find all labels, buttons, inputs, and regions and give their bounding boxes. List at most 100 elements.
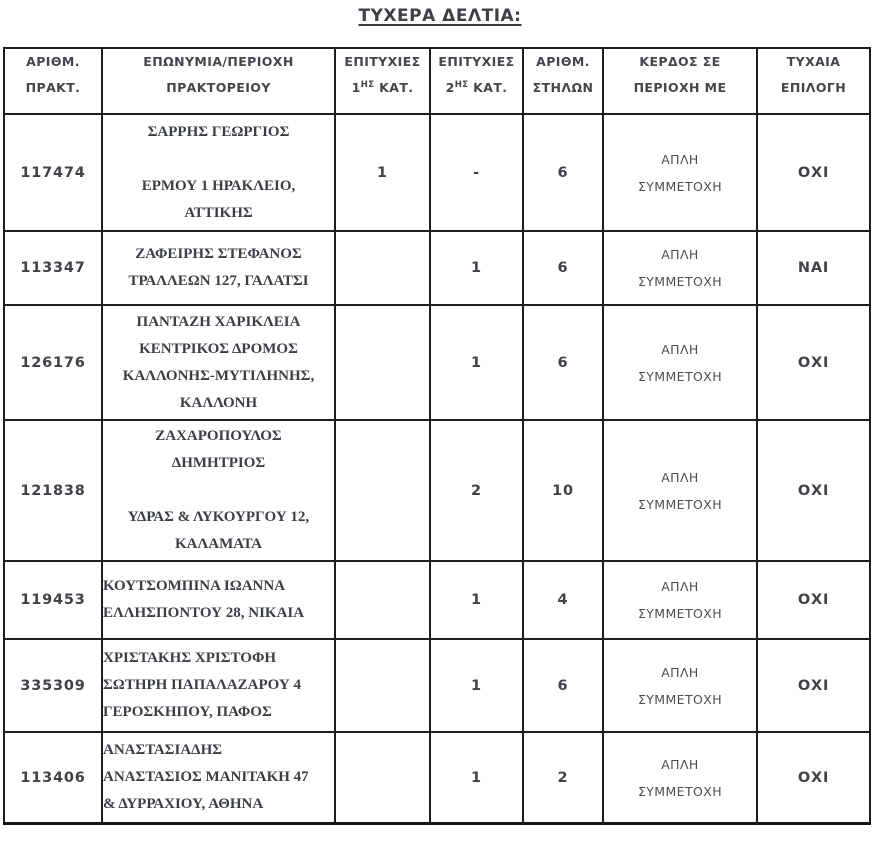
- ordinal-superscript: ΗΣ: [454, 79, 469, 90]
- header-line: ΑΡΙΘΜ.: [536, 54, 590, 69]
- profit-line: ΣΥΜΜΕΤΟΧΗ: [637, 178, 723, 194]
- agency-name-line: & ΔΥΡΡΑΧΙΟΥ, ΑΘΗΝΑ: [103, 796, 264, 812]
- agency-name-line: ΚΕΝΤΡΙΚΟΣ ΔΡΟΜΟΣ: [139, 340, 298, 357]
- table-row: 113406 ΑΝΑΣΤΑΣΙΑΔΗΣ ΑΝΑΣΤΑΣΙΟΣ ΜΑΝΙΤΑΚΗ 47…: [3, 731, 871, 825]
- wins-cat1-cell: [334, 419, 431, 562]
- agency-number-cell: 113347: [3, 230, 103, 306]
- agency-name-cell: ΖΑΦΕΙΡΗΣ ΣΤΕΦΑΝΟΣ ΤΡΑΛΛΕΩΝ 127, ΓΑΛΑΤΣΙ: [101, 230, 336, 306]
- agency-number-cell: 117474: [3, 113, 103, 232]
- agency-number-cell: 113406: [3, 731, 103, 825]
- agency-name-line: [104, 477, 333, 504]
- agency-name-line: ΑΝΑΣΤΑΣΙΑΔΗΣ: [103, 742, 223, 758]
- wins-cat2-cell: 1: [429, 304, 524, 421]
- random-selection-cell: ΟΧΙ: [756, 731, 871, 825]
- profit-line: ΣΥΜΜΕΤΟΧΗ: [637, 783, 723, 799]
- table-row: 335309 ΧΡΙΣΤΑΚΗΣ ΧΡΙΣΤΟΦΗ ΣΩΤΗΡΗ ΠΑΠΑΛΑΖΑΡ…: [3, 638, 871, 733]
- profit-area-cell: ΑΠΛΗ ΣΥΜΜΕΤΟΧΗ: [602, 560, 758, 640]
- header-cell-wins-cat2: ΕΠΙΤΥΧΙΕΣ 2ΗΣ ΚΑΤ.: [429, 47, 524, 115]
- wins-cat1-cell: [334, 304, 431, 421]
- agency-name-line: ΧΡΙΣΤΑΚΗΣ ΧΡΙΣΤΟΦΗ: [103, 650, 277, 666]
- profit-area-cell: ΑΠΛΗ ΣΥΜΜΕΤΟΧΗ: [602, 230, 758, 306]
- wins-cat1-cell: [334, 560, 431, 640]
- wins-cat1-cell: 1: [334, 113, 431, 232]
- header-line: ΕΠΩΝΥΜΙΑ/ΠΕΡΙΟΧΗ: [143, 54, 294, 69]
- agency-number-cell: 121838: [3, 419, 103, 562]
- columns-count-cell: 6: [522, 304, 604, 421]
- wins-cat2-cell: 1: [429, 560, 524, 640]
- profit-line: ΑΠΛΗ: [661, 664, 699, 680]
- lucky-tickets-table: ΑΡΙΘΜ. ΠΡΑΚΤ. ΕΠΩΝΥΜΙΑ/ΠΕΡΙΟΧΗ ΠΡΑΚΤΟΡΕΙΟΥ Ε…: [3, 47, 871, 825]
- profit-line: ΑΠΛΗ: [661, 247, 699, 262]
- wins-cat2-cell: 1: [429, 638, 524, 733]
- table-body: 117474 ΣΑΡΡΗΣ ΓΕΩΡΓΙΟΣ ΕΡΜΟΥ 1 ΗΡΑΚΛΕΙΟ, Α…: [3, 113, 871, 825]
- agency-name-cell: ΠΑΝΤΑΖΗ ΧΑΡΙΚΛΕΙΑ ΚΕΝΤΡΙΚΟΣ ΔΡΟΜΟΣ ΚΑΛΛΟΝΗ…: [101, 304, 336, 421]
- wins-cat1-cell: [334, 638, 431, 733]
- agency-name-cell: ΧΡΙΣΤΑΚΗΣ ΧΡΙΣΤΟΦΗ ΣΩΤΗΡΗ ΠΑΠΑΛΑΖΑΡΟΥ 4 ΓΕ…: [101, 638, 336, 733]
- random-selection-cell: ΟΧΙ: [756, 638, 871, 733]
- wins-cat1-cell: [334, 731, 431, 825]
- agency-name-line: ΓΕΡΟΣΚΗΠΟΥ, ΠΑΦΟΣ: [103, 704, 272, 720]
- profit-line: ΑΠΛΗ: [661, 579, 699, 594]
- header-cell-wins-cat1: ΕΠΙΤΥΧΙΕΣ 1ΗΣ ΚΑΤ.: [334, 47, 431, 115]
- random-selection-cell: ΟΧΙ: [756, 560, 871, 640]
- random-selection-cell: ΟΧΙ: [756, 304, 871, 421]
- wins-cat1-cell: [334, 230, 431, 306]
- profit-line: ΣΥΜΜΕΤΟΧΗ: [637, 496, 723, 512]
- profit-area-cell: ΑΠΛΗ ΣΥΜΜΕΤΟΧΗ: [602, 419, 758, 562]
- header-line: ΕΠΙΛΟΓΗ: [780, 80, 847, 95]
- wins-cat2-cell: -: [429, 113, 524, 232]
- profit-area-cell: ΑΠΛΗ ΣΥΜΜΕΤΟΧΗ: [602, 304, 758, 421]
- agency-name-cell: ΖΑΧΑΡΟΠΟΥΛΟΣ ΔΗΜΗΤΡΙΟΣ ΥΔΡΑΣ & ΛΥΚΟΥΡΓΟΥ …: [101, 419, 336, 562]
- agency-name-line: ΖΑΦΕΙΡΗΣ ΣΤΕΦΑΝΟΣ: [135, 246, 302, 262]
- agency-name-line: ΠΑΝΤΑΖΗ ΧΑΡΙΚΛΕΙΑ: [136, 313, 301, 330]
- agency-name-line: ΣΑΡΡΗΣ ΓΕΩΡΓΙΟΣ: [147, 123, 290, 140]
- header-line: ΕΠΙΤΥΧΙΕΣ: [344, 54, 421, 69]
- profit-line: ΣΥΜΜΕΤΟΧΗ: [637, 691, 723, 707]
- agency-name-line: ΕΛΛΗΣΠΟΝΤΟΥ 28, ΝΙΚΑΙΑ: [103, 605, 305, 621]
- agency-name-cell: ΚΟΥΤΣΟΜΠΙΝΑ ΙΩΑΝΝΑ ΕΛΛΗΣΠΟΝΤΟΥ 28, ΝΙΚΑΙΑ: [101, 560, 336, 640]
- agency-name-line: ΣΩΤΗΡΗ ΠΑΠΑΛΑΖΑΡΟΥ 4: [103, 677, 302, 693]
- wins-cat2-cell: 1: [429, 731, 524, 825]
- header-cell-random-selection: ΤΥΧΑΙΑ ΕΠΙΛΟΓΗ: [756, 47, 871, 115]
- profit-area-cell: ΑΠΛΗ ΣΥΜΜΕΤΟΧΗ: [602, 731, 758, 825]
- agency-number-cell: 119453: [3, 560, 103, 640]
- agency-number-cell: 126176: [3, 304, 103, 421]
- profit-line: ΑΠΛΗ: [661, 341, 699, 357]
- agency-name-cell: ΑΝΑΣΤΑΣΙΑΔΗΣ ΑΝΑΣΤΑΣΙΟΣ ΜΑΝΙΤΑΚΗ 47 & ΔΥΡΡ…: [101, 731, 336, 825]
- profit-line: ΑΠΛΗ: [661, 469, 699, 485]
- agency-name-line: ΤΡΑΛΛΕΩΝ 127, ΓΑΛΑΤΣΙ: [128, 273, 309, 289]
- profit-line: ΑΠΛΗ: [661, 151, 699, 167]
- header-line: ΠΡΑΚΤ.: [25, 80, 81, 95]
- agency-name-line: ΑΤΤΙΚΗΣ: [184, 204, 253, 221]
- profit-line: ΑΠΛΗ: [661, 756, 699, 772]
- columns-count-cell: 4: [522, 560, 604, 640]
- random-selection-cell: ΝΑΙ: [756, 230, 871, 306]
- agency-name-line: ΑΝΑΣΤΑΣΙΟΣ ΜΑΝΙΤΑΚΗ 47: [103, 769, 309, 785]
- header-cell-columns-count: ΑΡΙΘΜ. ΣΤΗΛΩΝ: [522, 47, 604, 115]
- header-line: ΣΤΗΛΩΝ: [532, 80, 594, 95]
- random-selection-cell: ΟΧΙ: [756, 419, 871, 562]
- columns-count-cell: 2: [522, 731, 604, 825]
- agency-name-line: [104, 146, 333, 173]
- header-line: ΤΥΧΑΙΑ: [786, 54, 841, 69]
- table-row: 121838 ΖΑΧΑΡΟΠΟΥΛΟΣ ΔΗΜΗΤΡΙΟΣ ΥΔΡΑΣ & ΛΥΚΟ…: [3, 419, 871, 562]
- header-line: ΠΡΑΚΤΟΡΕΙΟΥ: [166, 80, 271, 95]
- ordinal-superscript: ΗΣ: [360, 79, 375, 90]
- profit-area-cell: ΑΠΛΗ ΣΥΜΜΕΤΟΧΗ: [602, 113, 758, 232]
- table-header-row: ΑΡΙΘΜ. ΠΡΑΚΤ. ΕΠΩΝΥΜΙΑ/ΠΕΡΙΟΧΗ ΠΡΑΚΤΟΡΕΙΟΥ Ε…: [3, 47, 871, 115]
- wins-cat2-cell: 1: [429, 230, 524, 306]
- header-line: 2ΗΣ ΚΑΤ.: [445, 79, 508, 95]
- agency-name-line: ΚΑΛΛΟΝΗΣ-ΜΥΤΙΛΗΝΗΣ,: [122, 367, 315, 384]
- agency-name-line: ΔΗΜΗΤΡΙΟΣ: [171, 455, 266, 471]
- profit-area-cell: ΑΠΛΗ ΣΥΜΜΕΤΟΧΗ: [602, 638, 758, 733]
- table-row: 119453 ΚΟΥΤΣΟΜΠΙΝΑ ΙΩΑΝΝΑ ΕΛΛΗΣΠΟΝΤΟΥ 28, …: [3, 560, 871, 640]
- header-cell-agency-name: ΕΠΩΝΥΜΙΑ/ΠΕΡΙΟΧΗ ΠΡΑΚΤΟΡΕΙΟΥ: [101, 47, 336, 115]
- columns-count-cell: 6: [522, 113, 604, 232]
- agency-name-line: ΚΑΛΑΜΑΤΑ: [175, 536, 262, 552]
- header-line: ΚΕΡΔΟΣ ΣΕ: [639, 54, 721, 69]
- agency-name-cell: ΣΑΡΡΗΣ ΓΕΩΡΓΙΟΣ ΕΡΜΟΥ 1 ΗΡΑΚΛΕΙΟ, ΑΤΤΙΚΗΣ: [101, 113, 336, 232]
- table-row: 113347 ΖΑΦΕΙΡΗΣ ΣΤΕΦΑΝΟΣ ΤΡΑΛΛΕΩΝ 127, ΓΑΛ…: [3, 230, 871, 306]
- wins-cat2-cell: 2: [429, 419, 524, 562]
- agency-name-line: ΚΟΥΤΣΟΜΠΙΝΑ ΙΩΑΝΝΑ: [103, 578, 286, 594]
